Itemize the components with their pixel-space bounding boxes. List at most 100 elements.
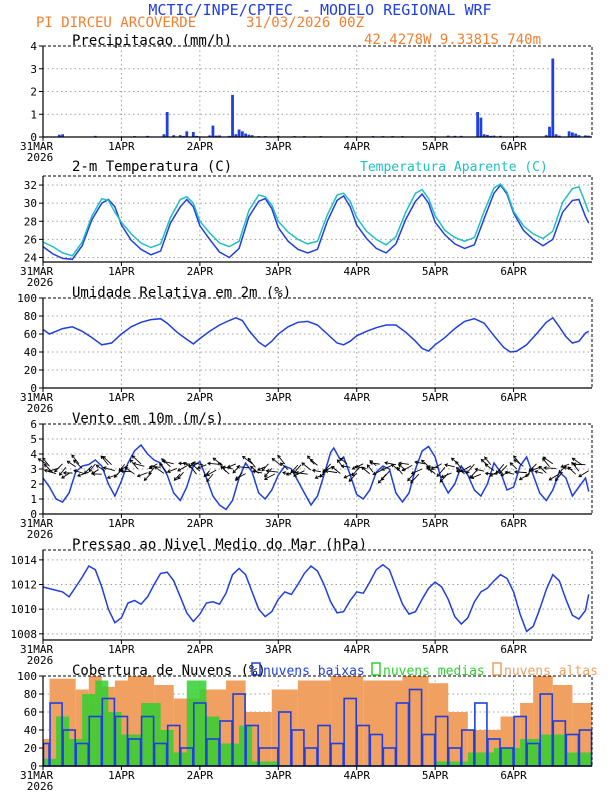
y-tick-label: 4 — [30, 448, 37, 461]
wind-arrow-head — [414, 460, 418, 465]
wind-arrow-head — [113, 474, 118, 478]
wind-arrow-head — [410, 470, 415, 475]
panel-title: 2-m Temperatura (C) — [72, 159, 232, 175]
precip-bar — [492, 135, 496, 137]
wind-arrow — [391, 463, 400, 472]
wind-arrow-head — [242, 455, 246, 460]
precip-bar — [446, 135, 450, 137]
wind-arrow — [247, 458, 256, 468]
panel-title: Umidade Relativa em 2m (%) — [72, 285, 291, 301]
y-tick-label: 0 — [30, 760, 37, 773]
precip-bar — [165, 111, 169, 137]
wind-arrow — [271, 458, 282, 467]
wind-arrow-head — [183, 461, 187, 466]
wind-arrow-head — [66, 460, 71, 465]
wind-arrow — [103, 467, 116, 472]
wind-arrow — [341, 465, 351, 468]
wind-arrow-head — [381, 467, 385, 471]
wind-arrow-head — [73, 459, 77, 464]
cloud-mid-bar — [121, 734, 142, 766]
y-tick-label: 80 — [24, 688, 37, 701]
wind-arrow — [370, 462, 380, 465]
panel-title: Vento em 10m (m/s) — [72, 411, 224, 427]
wind-arrow-head — [106, 475, 111, 480]
wind-arrow-head — [500, 472, 505, 477]
wind-arrow-head — [444, 463, 449, 468]
wind-arrow — [197, 464, 207, 469]
wind-arrow — [137, 472, 148, 477]
wind-arrow — [542, 458, 550, 468]
x-tick-label: 2APR — [187, 769, 214, 782]
y-tick-label: 1014 — [11, 554, 38, 567]
wind-arrow-head — [578, 473, 582, 478]
wind-arrow — [528, 463, 537, 472]
wind-arrow-head — [247, 457, 252, 462]
x-tick-label: 4APR — [343, 265, 370, 278]
wind-arrow-head — [518, 476, 523, 481]
x-tick-label: 31MAR — [20, 140, 53, 153]
wind-arrow — [59, 467, 67, 476]
cloud-mid-bar — [493, 748, 521, 766]
wind-arrow — [206, 469, 217, 476]
wind-arrow — [466, 463, 475, 474]
wind-arrow — [88, 463, 96, 472]
cloud-mid-bar — [206, 716, 220, 766]
wind-arrow-head — [271, 457, 276, 462]
wind-arrow — [96, 464, 106, 472]
wind-arrow-head — [567, 466, 572, 471]
wind-arrow-head — [354, 465, 359, 469]
x-tick-label: 6APR — [500, 517, 527, 530]
wind-arrow-head — [118, 468, 123, 472]
panel-relative-humidity: 0 20 40 60 80 100 31MAR 1APR 2APR 3APR 4APR 5APR 6AP… — [17, 285, 593, 415]
wind-arrow — [578, 470, 589, 478]
y-tick-label: 0 — [30, 131, 37, 144]
wind-arrow-head — [384, 461, 388, 466]
wind-arrow-head — [148, 471, 152, 475]
wind-arrow-head — [311, 468, 316, 473]
wind-arrow-head — [196, 465, 201, 470]
wind-arrow-head — [136, 473, 141, 478]
y-tick-label: 1010 — [11, 603, 38, 616]
y-tick-label: 40 — [24, 346, 37, 359]
x-tick-label: 5APR — [422, 643, 449, 656]
legend-low-clouds-swatch — [251, 662, 261, 676]
wind-arrow-head — [88, 468, 93, 473]
y-tick-label: 20 — [24, 364, 37, 377]
wind-arrow-head — [162, 459, 166, 464]
wind-arrow — [530, 466, 540, 472]
wind-arrow-head — [369, 461, 373, 466]
legend-high-clouds-swatch — [492, 662, 502, 676]
wind-arrow — [212, 457, 224, 466]
precip-bar — [191, 131, 195, 137]
wind-arrow — [352, 463, 364, 470]
wind-arrow-head — [153, 466, 158, 470]
y-tick-label: 1 — [30, 108, 37, 121]
wind-arrow-head — [132, 462, 137, 466]
wind-arrow — [325, 470, 338, 474]
precip-bar — [486, 134, 489, 137]
precip-bar — [240, 131, 244, 137]
wind-arrow-head — [525, 473, 529, 478]
cloud-high-bar — [271, 689, 298, 766]
wind-arrow-head — [351, 472, 356, 477]
wind-arrow-head — [83, 470, 88, 475]
wind-arrow-head — [221, 465, 226, 470]
series-line-temperatura-2m — [42, 183, 590, 261]
wind-arrow-head — [54, 468, 58, 473]
wind-arrow — [567, 466, 576, 475]
cloud-mid-bar — [252, 761, 279, 766]
wind-arrow-head — [548, 477, 553, 481]
cloud-mid-bar — [520, 739, 540, 766]
wind-arrow — [242, 456, 253, 465]
panel-frame — [42, 297, 593, 389]
cloud-high-bar — [402, 676, 429, 766]
y-tick-label: 0 — [30, 382, 37, 395]
cloud-mid-bar — [219, 743, 240, 766]
wind-arrow — [54, 463, 63, 472]
header-station-name: PI DIRCEU ARCOVERDE — [36, 15, 196, 31]
panel-title: Cobertura de Nuvens (%) — [72, 663, 266, 679]
y-tick-label: 26 — [24, 233, 37, 246]
wind-arrow — [351, 466, 361, 476]
wind-arrow — [381, 470, 390, 481]
wind-arrow-head — [470, 475, 475, 480]
